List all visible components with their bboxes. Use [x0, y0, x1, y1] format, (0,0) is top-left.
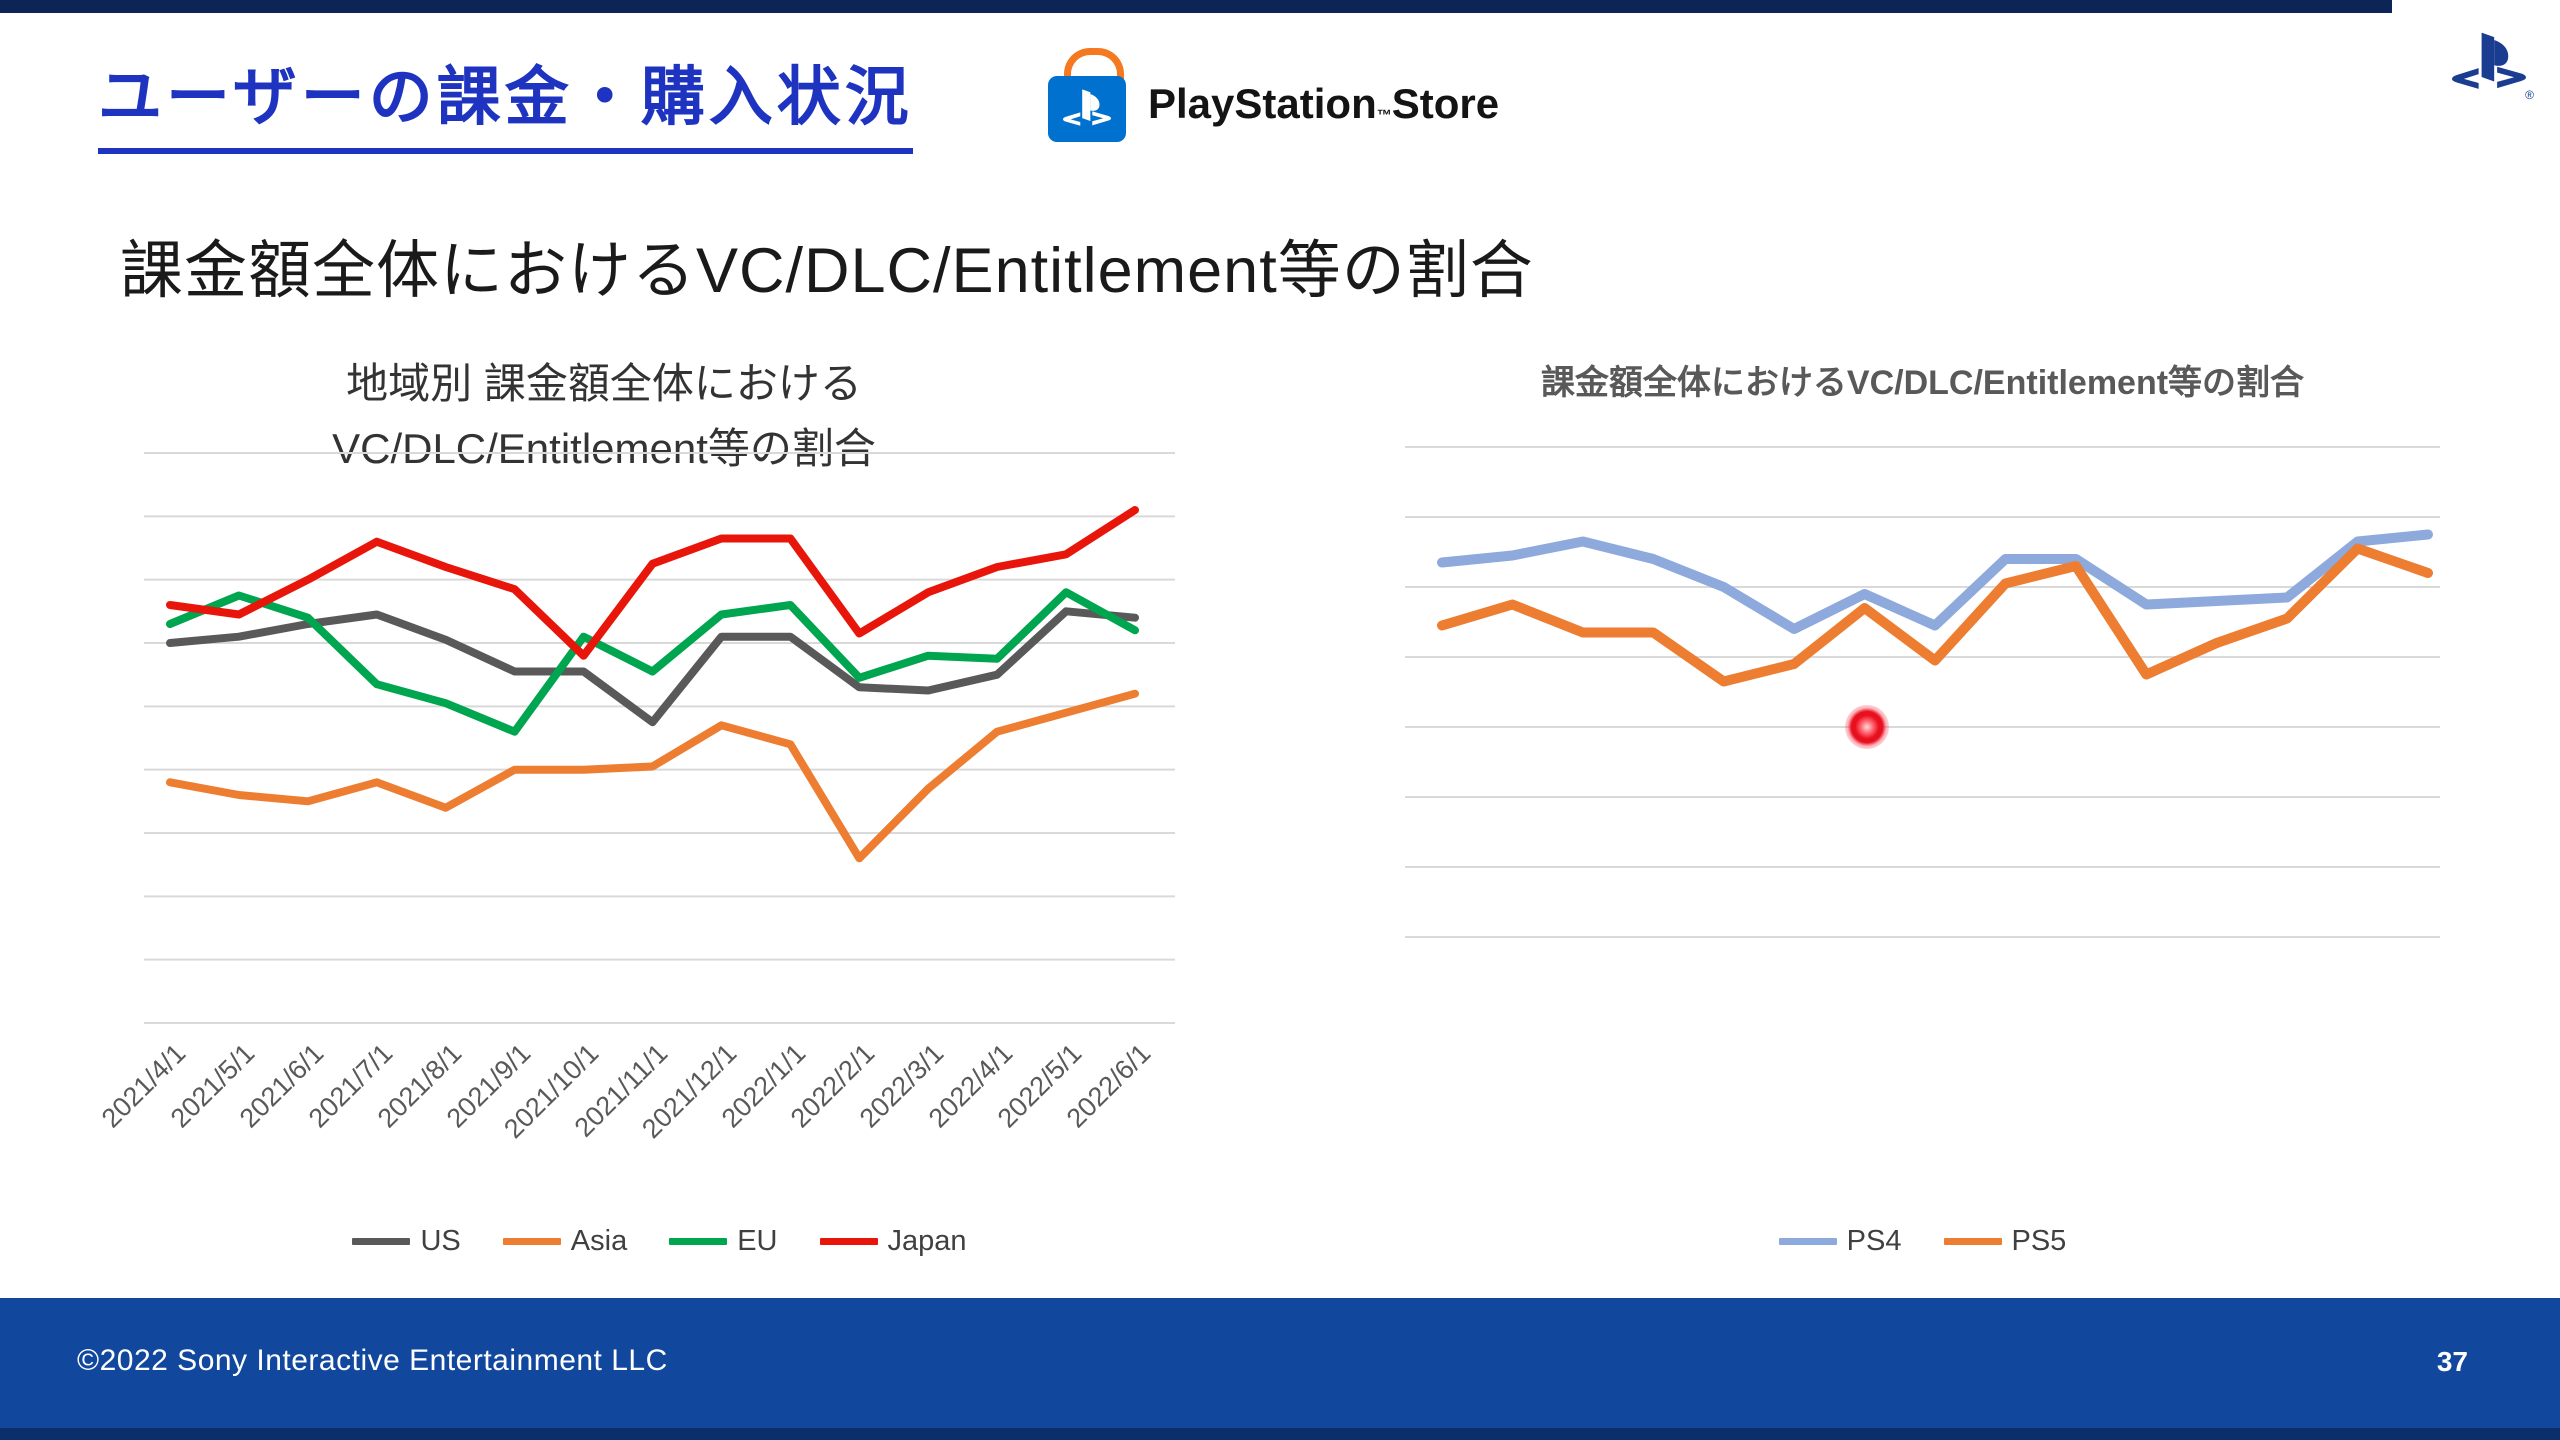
legend-item-us: US: [352, 1225, 461, 1258]
legend-item-asia: Asia: [502, 1225, 628, 1258]
chart-title: 課金額全体におけるVC/DLC/Entitlement等の割合: [1540, 364, 2305, 402]
series-line-ps4: [1437, 529, 2433, 634]
legend-label: PS5: [2011, 1225, 2067, 1257]
legend-swatch: [1778, 1238, 1837, 1245]
playstation-store-logo: PlayStation™Store: [1048, 46, 1499, 146]
regional-ratio-chart: 地域別 課金額全体における VC/DLC/Entitlement等の割合 2021…: [96, 360, 1175, 1257]
page-title: ユーザーの課金・購入状況: [98, 46, 913, 154]
legend-label: Asia: [570, 1225, 628, 1257]
section-heading: 課金額全体におけるVC/DLC/Entitlement等の割合: [120, 236, 1534, 306]
playstation-logo-icon: ®: [2452, 32, 2534, 102]
legend-swatch: [1943, 1238, 2002, 1245]
chart-legend: US Asia EU Japan: [144, 1225, 1175, 1258]
laser-pointer-dot: [1845, 705, 1889, 749]
legend-item-ps5: PS5: [1943, 1225, 2067, 1258]
series-line-ps5: [1437, 543, 2433, 687]
series-line-japan: [166, 506, 1139, 660]
legend-item-japan: Japan: [819, 1225, 967, 1258]
legend-swatch: [352, 1238, 411, 1245]
store-bag-handle-icon: [1064, 48, 1124, 89]
series-line-us: [166, 607, 1139, 727]
legend-label: US: [420, 1225, 461, 1257]
chart-title: 地域別 課金額全体における VC/DLC/Entitlement等の割合: [332, 360, 876, 473]
legend-label: EU: [737, 1225, 778, 1257]
series-line-asia: [166, 689, 1139, 863]
top-accent-bar: [0, 0, 2392, 13]
legend-swatch: [669, 1238, 728, 1245]
registered-mark: ®: [2525, 88, 2534, 102]
line-chart-plot: [144, 452, 1175, 1024]
legend-item-ps4: PS4: [1778, 1225, 1902, 1258]
platform-ratio-chart: 課金額全体におけるVC/DLC/Entitlement等の割合 PS4 PS5: [1405, 364, 2440, 1257]
legend-swatch: [502, 1238, 561, 1245]
store-wordmark: PlayStation™Store: [1148, 80, 1500, 127]
legend-item-eu: EU: [669, 1225, 778, 1258]
legend-swatch: [819, 1238, 878, 1245]
ps-monogram-icon: [1063, 89, 1111, 129]
footer-bar: ©2022 Sony Interactive Entertainment LLC…: [0, 1298, 2560, 1428]
line-chart-plot: [1405, 446, 2440, 938]
chart-legend: PS4 PS5: [1405, 1225, 2440, 1258]
x-axis-labels: 2021/4/1 2021/5/1 2021/6/1 2021/7/1 2021/8/1…: [96, 1038, 1175, 1168]
legend-label: Japan: [887, 1225, 967, 1257]
page-number: 37: [2436, 1346, 2468, 1377]
store-bag-icon: [1048, 76, 1126, 142]
footer-bottom-strip: [0, 1428, 2560, 1440]
copyright-text: ©2022 Sony Interactive Entertainment LLC: [77, 1344, 668, 1377]
trademark-mark: ™: [1376, 107, 1392, 124]
series-line-eu: [166, 588, 1139, 736]
legend-label: PS4: [1846, 1225, 1902, 1257]
